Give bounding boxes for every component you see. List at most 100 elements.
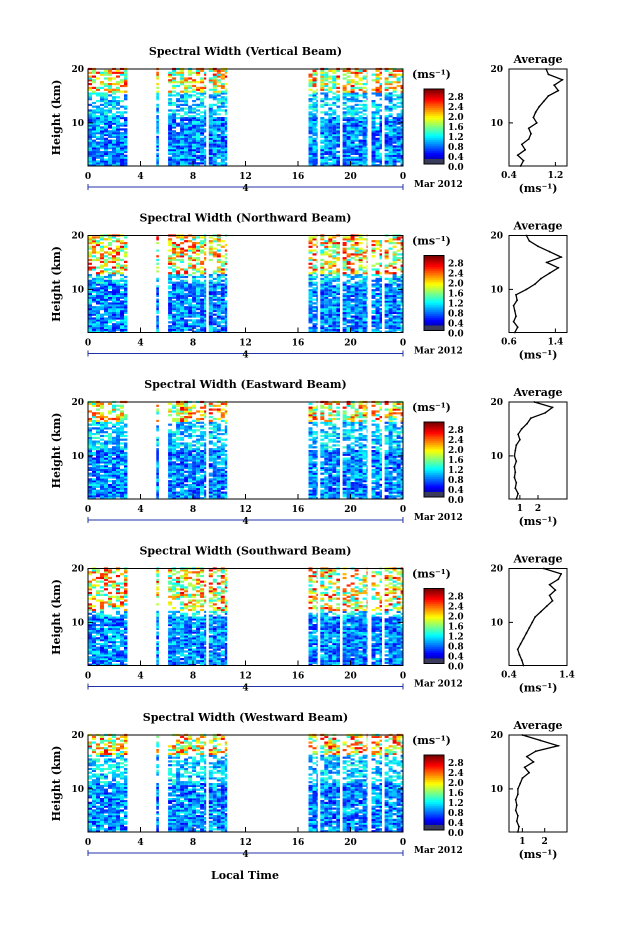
heatmap-cell xyxy=(104,279,108,282)
heatmap-cell xyxy=(172,152,177,155)
heatmap-cell xyxy=(346,147,351,150)
heatmap-cell xyxy=(88,283,92,286)
heatmap-cell xyxy=(176,315,181,318)
heatmap-cell xyxy=(362,279,367,282)
heatmap-cell xyxy=(112,328,116,331)
heatmap-cell xyxy=(88,88,92,91)
heatmap-cell xyxy=(112,495,116,498)
heatmap-cell xyxy=(388,94,393,97)
heatmap-cell xyxy=(200,482,205,485)
heatmap-cell xyxy=(96,457,100,460)
heatmap-cell xyxy=(100,100,104,103)
heatmap-cell xyxy=(116,272,120,275)
heatmap-cell xyxy=(176,495,181,498)
heatmap-cell xyxy=(400,319,403,322)
heatmap-cell xyxy=(204,450,207,453)
heatmap-cell xyxy=(168,470,173,473)
heatmap-cell xyxy=(346,306,351,309)
heatmap-cell xyxy=(342,274,347,277)
heatmap-cell xyxy=(200,308,205,311)
heatmap-cell xyxy=(188,257,193,260)
heatmap-cell xyxy=(180,466,185,470)
heatmap-cell xyxy=(216,253,221,256)
heatmap-cell xyxy=(204,309,207,313)
heatmap-cell xyxy=(200,298,205,301)
heatmap-cell xyxy=(108,124,112,127)
heatmap-cell xyxy=(346,81,351,84)
heatmap-cell xyxy=(200,274,205,277)
heatmap-cell xyxy=(104,461,108,464)
heatmap-cell xyxy=(100,270,104,273)
heatmap-cell xyxy=(88,77,92,80)
heatmap-cell xyxy=(400,152,403,155)
heatmap-cell xyxy=(366,326,368,329)
heatmap-cell xyxy=(124,111,128,114)
heatmap-cell xyxy=(172,313,177,316)
heatmap-cell xyxy=(192,444,197,447)
heatmap-cell xyxy=(388,330,393,333)
heatmap-cell xyxy=(96,423,100,426)
heatmap-cell xyxy=(180,450,185,453)
heatmap-cell xyxy=(392,105,397,108)
heatmap-cell xyxy=(362,272,367,275)
heatmap-cell xyxy=(124,474,128,477)
heatmap-cell xyxy=(358,88,363,91)
colorbar-step xyxy=(424,306,444,309)
heatmap-cell xyxy=(120,323,124,326)
heatmap-cell xyxy=(388,326,393,329)
heatmap-cell xyxy=(184,466,189,470)
date-label: Mar 2012 xyxy=(414,180,463,190)
heatmap-cell xyxy=(124,489,128,492)
heatmap-cell xyxy=(168,304,173,307)
heatmap-cell xyxy=(320,266,325,269)
heatmap-cell xyxy=(328,137,333,140)
heatmap-cell xyxy=(216,287,221,290)
heatmap-cell xyxy=(192,298,197,301)
heatmap-cell xyxy=(104,283,108,286)
heatmap-cell xyxy=(388,105,393,108)
heatmap-cell xyxy=(168,451,173,454)
heatmap-cell xyxy=(371,243,376,247)
heatmap-cell xyxy=(100,459,104,462)
heatmap-cell xyxy=(212,75,217,78)
heatmap-cell xyxy=(362,75,367,78)
heatmap-cell xyxy=(96,450,100,453)
heatmap-cell xyxy=(156,73,159,76)
heatmap-cell xyxy=(172,249,177,252)
heatmap-cell xyxy=(379,317,382,320)
heatmap-cell xyxy=(104,71,108,74)
heatmap-cell xyxy=(184,147,189,150)
heatmap-cell xyxy=(104,73,108,76)
heatmap-cell xyxy=(184,302,189,305)
heatmap-cell xyxy=(180,96,185,99)
heatmap-cell xyxy=(346,137,351,140)
heatmap-cell xyxy=(316,260,318,263)
heatmap-cell xyxy=(168,436,173,439)
heatmap-cell xyxy=(196,304,201,307)
heatmap-cell xyxy=(120,296,124,299)
heatmap-cell xyxy=(116,71,120,74)
heatmap-cell xyxy=(92,139,96,142)
heatmap-cell xyxy=(400,124,403,127)
heatmap-cell xyxy=(312,98,317,101)
heatmap-cell xyxy=(324,326,329,329)
heatmap-cell xyxy=(180,480,185,483)
heatmap-cell xyxy=(358,308,363,311)
heatmap-cell xyxy=(204,457,207,460)
heatmap-cell xyxy=(176,139,181,142)
heatmap-cell xyxy=(346,126,351,129)
heatmap-cell xyxy=(188,485,193,488)
heatmap-cell xyxy=(192,483,197,487)
heatmap-cell xyxy=(116,143,120,146)
heatmap-cell xyxy=(354,249,359,252)
heatmap-cell xyxy=(354,71,359,74)
heatmap-cell xyxy=(176,298,181,301)
heatmap-cell xyxy=(188,130,193,133)
heatmap-cell xyxy=(346,309,351,313)
heatmap-cell xyxy=(324,160,329,163)
heatmap-cell xyxy=(172,480,177,483)
heatmap-cell xyxy=(176,302,181,305)
heatmap-cell xyxy=(324,101,329,105)
heatmap-cell xyxy=(336,308,340,311)
heatmap-cell xyxy=(212,158,217,161)
